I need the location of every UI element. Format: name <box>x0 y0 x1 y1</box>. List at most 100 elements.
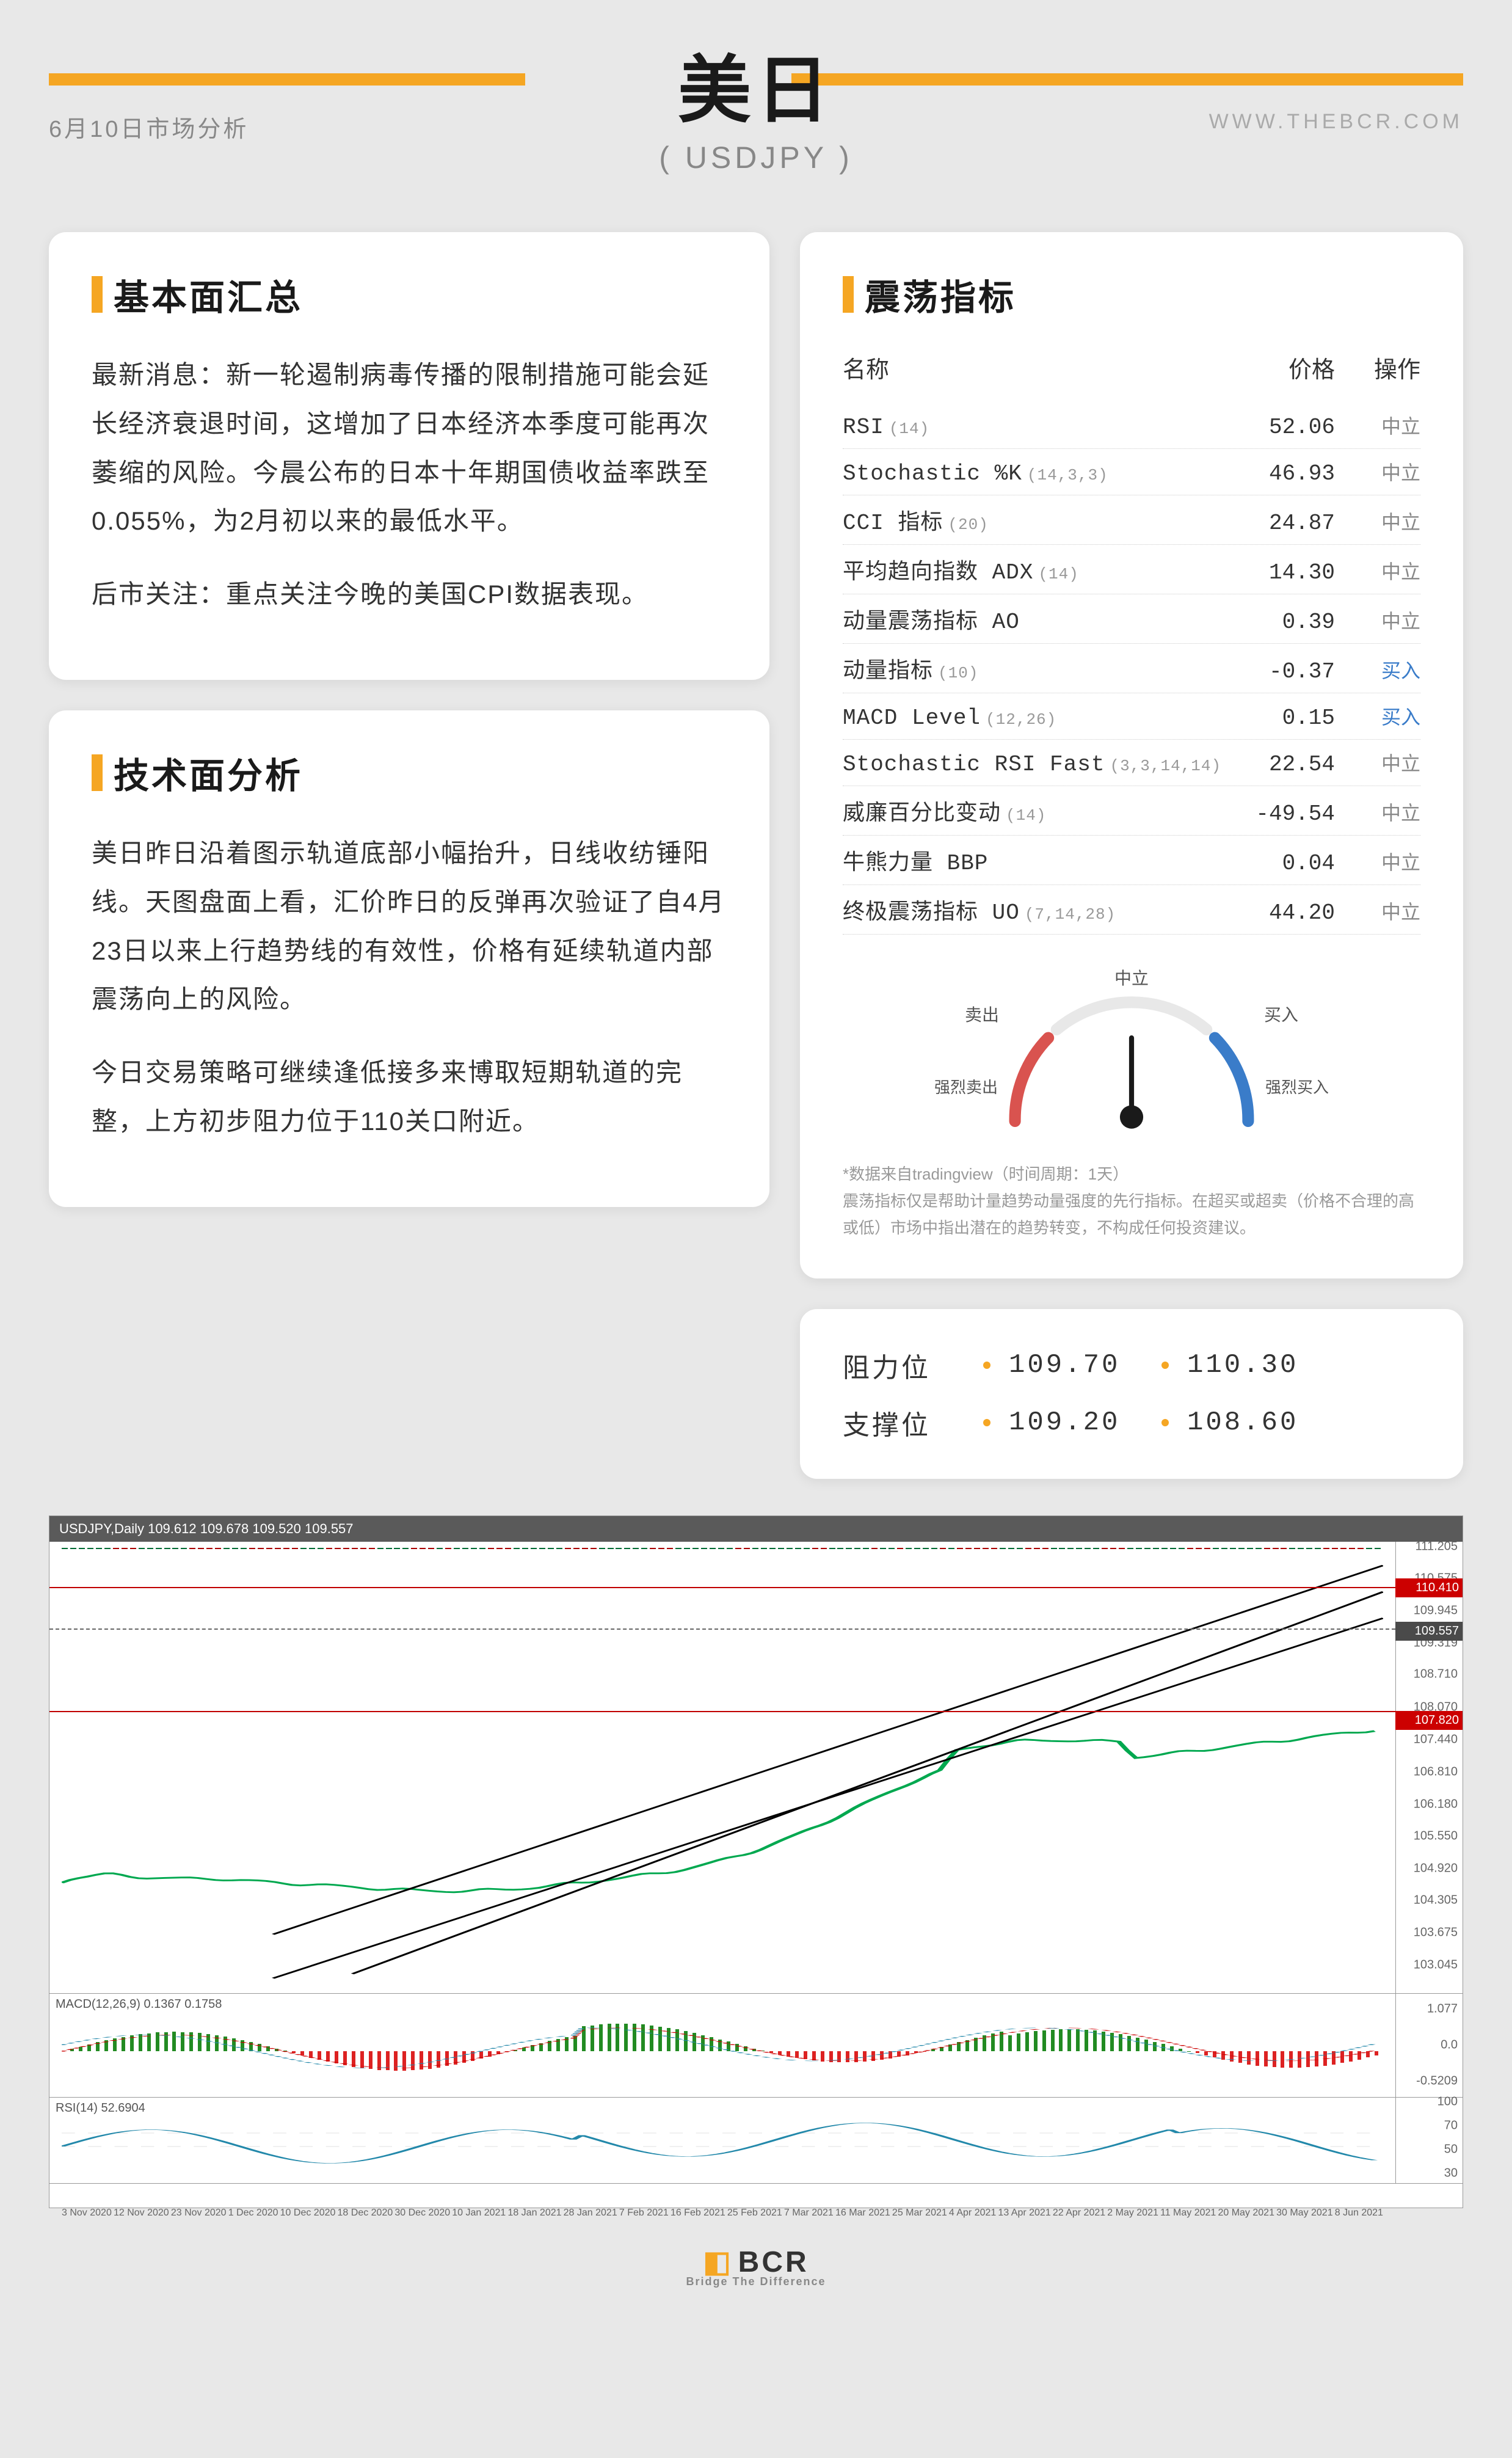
indicator-action: 中立 <box>1335 897 1420 925</box>
indicator-table: 名称 价格 操作 RSI(14) 52.06 中立Stochastic %K(1… <box>843 351 1420 935</box>
indicator-action: 中立 <box>1335 458 1420 486</box>
x-tick: 7 Feb 2021 <box>619 2208 669 2226</box>
indicator-row: 平均趋向指数 ADX(14) 14.30 中立 <box>843 545 1420 594</box>
indicator-price: 14.30 <box>1225 560 1335 585</box>
oscillators-card: 震荡指标 名称 价格 操作 RSI(14) 52.06 中立Stochastic… <box>800 232 1463 1278</box>
price-chart: USDJPY,Daily 109.612 109.678 109.520 109… <box>49 1515 1463 2208</box>
x-tick: 13 Apr 2021 <box>998 2208 1050 2226</box>
fundamentals-p2: 后市关注：重点关注今晚的美国CPI数据表现。 <box>92 570 727 619</box>
fundamentals-p1: 最新消息：新一轮遏制病毒传播的限制措施可能会延长经济衰退时间，这增加了日本经济本… <box>92 351 727 545</box>
support-2: 108.60 <box>1187 1407 1321 1438</box>
x-tick: 3 Nov 2020 <box>62 2208 112 2226</box>
technicals-p1: 美日昨日沿着图示轨道底部小幅抬升，日线收纺锤阳线。天图盘面上看，汇价昨日的反弹再… <box>92 829 727 1024</box>
fundamentals-title: 基本面汇总 <box>114 269 303 320</box>
indicator-name: 终极震荡指标 UO(7,14,28) <box>843 894 1225 925</box>
x-tick: 18 Dec 2020 <box>338 2208 393 2226</box>
x-tick: 7 Mar 2021 <box>784 2208 834 2226</box>
resistance-2: 110.30 <box>1187 1350 1321 1380</box>
indicator-price: 46.93 <box>1225 461 1335 486</box>
indicator-name: RSI(14) <box>843 415 1225 440</box>
gauge-strong-sell-label: 强烈卖出 <box>934 1075 998 1098</box>
indicator-action: 中立 <box>1335 798 1420 826</box>
col-action-header: 操作 <box>1335 351 1420 384</box>
indicator-row: CCI 指标(20) 24.87 中立 <box>843 495 1420 545</box>
accent-bar <box>843 276 854 313</box>
website-url: WWW.THEBCR.COM <box>1209 110 1463 134</box>
indicator-price: 0.04 <box>1225 851 1335 876</box>
accent-line-right <box>791 73 1463 86</box>
indicator-price: 24.87 <box>1225 511 1335 536</box>
x-tick: 1 Dec 2020 <box>228 2208 278 2226</box>
dot-icon <box>983 1419 990 1426</box>
indicator-row: 牛熊力量 BBP 0.04 中立 <box>843 836 1420 885</box>
indicator-price: 0.15 <box>1225 706 1335 731</box>
indicator-action: 中立 <box>1335 847 1420 875</box>
indicator-name: MACD Level(12,26) <box>843 706 1225 731</box>
col-name-header: 名称 <box>843 351 1225 384</box>
indicator-action: 中立 <box>1335 411 1420 439</box>
gauge-strong-buy-label: 强烈买入 <box>1265 1075 1329 1098</box>
indicator-action: 中立 <box>1335 556 1420 585</box>
x-tick: 2 May 2021 <box>1107 2208 1158 2226</box>
brand-name: BCR <box>738 2246 809 2278</box>
indicator-row: 威廉百分比变动(14) -49.54 中立 <box>843 786 1420 836</box>
indicator-name: 平均趋向指数 ADX(14) <box>843 553 1225 585</box>
resistance-row: 阻力位 109.70 110.30 <box>843 1346 1420 1385</box>
indicator-row: RSI(14) 52.06 中立 <box>843 403 1420 449</box>
x-tick: 28 Jan 2021 <box>564 2208 617 2226</box>
accent-line-left <box>49 73 525 86</box>
indicator-price: 44.20 <box>1225 900 1335 925</box>
indicator-row: 动量指标(10) -0.37 买入 <box>843 644 1420 693</box>
col-price-header: 价格 <box>1225 351 1335 384</box>
accent-bar <box>92 276 103 313</box>
indicator-name: 动量指标(10) <box>843 652 1225 684</box>
indicator-action: 中立 <box>1335 606 1420 634</box>
x-tick: 4 Apr 2021 <box>949 2208 996 2226</box>
technicals-p2: 今日交易策略可继续逢低接多来博取短期轨道的完整，上方初步阻力位于110关口附近。 <box>92 1048 727 1146</box>
logo-icon: ◧ <box>703 2246 733 2278</box>
x-tick: 11 May 2021 <box>1160 2208 1216 2226</box>
x-tick: 23 Nov 2020 <box>171 2208 227 2226</box>
gauge-buy-label: 买入 <box>1264 1002 1298 1026</box>
fundamentals-card: 基本面汇总 最新消息：新一轮遏制病毒传播的限制措施可能会延长经济衰退时间，这增加… <box>49 232 769 680</box>
technicals-title: 技术面分析 <box>114 747 303 798</box>
indicator-action: 买入 <box>1335 702 1420 730</box>
indicator-action: 中立 <box>1335 748 1420 776</box>
indicator-name: Stochastic %K(14,3,3) <box>843 461 1225 486</box>
x-tick: 10 Jan 2021 <box>452 2208 506 2226</box>
x-tick: 16 Feb 2021 <box>671 2208 725 2226</box>
indicator-name: Stochastic RSI Fast(3,3,14,14) <box>843 752 1225 777</box>
resistance-1: 109.70 <box>1009 1350 1143 1380</box>
gauge-sell-label: 卖出 <box>965 1002 999 1026</box>
indicator-row: Stochastic %K(14,3,3) 46.93 中立 <box>843 449 1420 495</box>
indicator-price: 52.06 <box>1225 415 1335 440</box>
indicator-price: 0.39 <box>1225 610 1335 635</box>
x-tick: 22 Apr 2021 <box>1053 2208 1105 2226</box>
indicator-row: MACD Level(12,26) 0.15 买入 <box>843 693 1420 740</box>
indicator-row: 终极震荡指标 UO(7,14,28) 44.20 中立 <box>843 885 1420 935</box>
disclaimer-text: *数据来自tradingview（时间周期：1天） 震荡指标仅是帮助计量趋势动量… <box>843 1161 1420 1242</box>
x-tick: 20 May 2021 <box>1218 2208 1274 2226</box>
gauge-neutral-label: 中立 <box>1114 965 1149 990</box>
indicator-price: -49.54 <box>1225 801 1335 826</box>
levels-card: 阻力位 109.70 110.30 支撑位 109.20 108.60 <box>800 1309 1463 1479</box>
x-tick: 30 May 2021 <box>1276 2208 1333 2226</box>
chart-header: USDJPY,Daily 109.612 109.678 109.520 109… <box>49 1516 1463 1542</box>
indicator-action: 中立 <box>1335 507 1420 535</box>
technicals-card: 技术面分析 美日昨日沿着图示轨道底部小幅抬升，日线收纺锤阳线。天图盘面上看，汇价… <box>49 710 769 1207</box>
page-subtitle: ( USDJPY ) <box>659 140 852 175</box>
support-1: 109.20 <box>1009 1407 1143 1438</box>
support-row: 支撑位 109.20 108.60 <box>843 1403 1420 1442</box>
indicator-name: 牛熊力量 BBP <box>843 844 1225 876</box>
dot-icon <box>983 1362 990 1369</box>
indicator-name: 威廉百分比变动(14) <box>843 795 1225 826</box>
page-header: 美日 ( USDJPY ) 6月10日市场分析 WWW.THEBCR.COM <box>0 0 1512 208</box>
indicator-action: 买入 <box>1335 655 1420 684</box>
page-title: 美日 <box>659 31 852 137</box>
x-tick: 16 Mar 2021 <box>835 2208 890 2226</box>
indicator-row: Stochastic RSI Fast(3,3,14,14) 22.54 中立 <box>843 740 1420 786</box>
dot-icon <box>1161 1419 1169 1426</box>
date-label: 6月10日市场分析 <box>49 110 249 144</box>
brand-tagline: Bridge The Difference <box>0 2275 1512 2288</box>
x-tick: 25 Feb 2021 <box>727 2208 782 2226</box>
